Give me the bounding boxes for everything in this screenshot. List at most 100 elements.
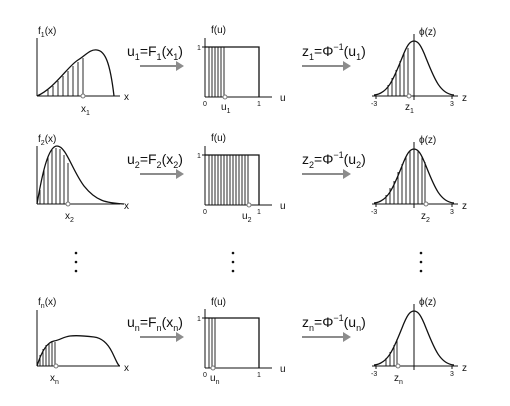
y-tick-label: 1 xyxy=(197,316,201,323)
sample-label: u2 xyxy=(242,211,252,224)
density-label: f(u) xyxy=(211,297,226,308)
inverse-cdf-equation: z1=Φ−1(u1) xyxy=(302,42,366,62)
row-1: f1(x) x x1 u1=F1(x1) xyxy=(36,25,467,117)
normal-panel-2: ϕ(z) z -3 3 z2 xyxy=(371,135,467,224)
row-n: fn(x) x xn un=Fn(xn) 1 f(u) u xyxy=(36,297,467,386)
density-panel-1: f1(x) x x1 xyxy=(36,26,129,117)
sample-marker xyxy=(406,93,412,99)
uniform-panel-2: 1 f(u) u 0 1 u2 xyxy=(197,133,286,224)
tick-label: 3 xyxy=(450,209,454,216)
tick-label: 3 xyxy=(450,371,454,378)
cdf-equation: un=Fn(xn) xyxy=(127,314,183,333)
inverse-cdf-equation: zn=Φ−1(un) xyxy=(302,313,366,333)
u-axis-label: u xyxy=(280,93,286,104)
sample-label: u1 xyxy=(221,102,231,115)
sample-label: z2 xyxy=(421,211,430,224)
ellipsis-column-3 xyxy=(419,251,423,273)
sample-marker xyxy=(210,365,216,371)
sample-marker xyxy=(80,93,86,99)
right-arrow-icon xyxy=(176,61,184,71)
density-curve xyxy=(36,334,121,367)
tick-label: 1 xyxy=(257,372,261,379)
ellipsis-dot xyxy=(231,251,235,255)
uniform-panel-1: 1 f(u) u 0 1 u1 xyxy=(197,25,286,115)
inverse-normal-transform-2: z2=Φ−1(u2) xyxy=(302,150,366,179)
uniform-density xyxy=(205,46,260,97)
uniform-density xyxy=(205,154,260,205)
inverse-normal-transform-n: zn=Φ−1(un) xyxy=(302,313,366,342)
sample-marker xyxy=(395,363,401,369)
y-tick-label: 1 xyxy=(197,153,201,160)
right-arrow-icon xyxy=(343,61,351,71)
row-2: f2(x) x x2 u2=F2(x2) xyxy=(36,133,467,224)
tick-label: 1 xyxy=(257,101,261,108)
x-axis-label: x xyxy=(124,201,129,212)
density-label: f1(x) xyxy=(38,26,56,39)
density-panel-n: fn(x) x xn xyxy=(36,297,129,386)
ellipsis-column-1 xyxy=(74,251,78,273)
normal-curve xyxy=(373,40,455,96)
z-axis-label: z xyxy=(462,93,467,104)
ellipsis-dot xyxy=(419,260,423,264)
right-arrow-icon xyxy=(176,169,184,179)
sample-label: z1 xyxy=(405,102,414,115)
density-label: ϕ(z) xyxy=(419,27,436,38)
ellipsis-dot xyxy=(74,260,78,264)
density-label: ϕ(z) xyxy=(419,135,436,146)
z-axis-label: z xyxy=(462,201,467,212)
cdf-transform-2: u2=F2(x2) xyxy=(127,151,184,179)
u-axis-label: u xyxy=(280,201,286,212)
normal-panel-1: ϕ(z) z -3 3 z1 xyxy=(371,27,467,115)
cdf-transform-n: un=Fn(xn) xyxy=(127,314,184,342)
sample-marker xyxy=(65,201,71,207)
density-label: fn(x) xyxy=(38,297,56,310)
tick-label: -3 xyxy=(371,209,377,216)
ellipsis-dot xyxy=(419,269,423,273)
sample-label: un xyxy=(210,373,220,386)
tick-label: 1 xyxy=(257,209,261,216)
inverse-cdf-equation: z2=Φ−1(u2) xyxy=(302,150,366,170)
y-tick-label: 1 xyxy=(197,45,201,52)
x-axis-label: x xyxy=(124,92,129,103)
cdf-equation: u1=F1(x1) xyxy=(127,43,183,62)
ellipsis-dot xyxy=(231,260,235,264)
normal-panel-n: ϕ(z) z -3 3 zn xyxy=(371,297,467,386)
density-panel-2: f2(x) x x2 xyxy=(36,134,129,224)
uniform-panel-n: 1 f(u) u 0 1 un xyxy=(197,297,286,386)
right-arrow-icon xyxy=(176,332,184,342)
sample-marker xyxy=(222,94,228,100)
ellipsis-dot xyxy=(419,251,423,255)
ellipsis-dot xyxy=(74,251,78,255)
inverse-normal-transform-1: z1=Φ−1(u1) xyxy=(302,42,366,71)
ellipsis-dot xyxy=(74,269,78,273)
tick-label: 3 xyxy=(450,101,454,108)
tick-label: 0 xyxy=(203,372,207,379)
right-arrow-icon xyxy=(343,332,351,342)
density-label: ϕ(z) xyxy=(419,297,436,308)
cdf-equation: u2=F2(x2) xyxy=(127,151,183,170)
sample-marker xyxy=(246,202,252,208)
sample-marker xyxy=(53,363,59,369)
normal-curve xyxy=(373,148,455,204)
density-curve xyxy=(36,49,115,97)
tick-label: 0 xyxy=(203,209,207,216)
density-label: f(u) xyxy=(211,25,226,36)
z-axis-label: z xyxy=(462,363,467,374)
density-label: f2(x) xyxy=(38,134,56,147)
ellipsis-dot xyxy=(231,269,235,273)
sample-marker xyxy=(423,201,429,207)
tick-label: -3 xyxy=(371,371,377,378)
tick-label: 0 xyxy=(203,101,207,108)
sample-label: x2 xyxy=(65,211,74,224)
sample-label: zn xyxy=(394,373,403,386)
sample-label: xn xyxy=(50,373,59,386)
x-axis-label: x xyxy=(124,363,129,374)
normal-curve xyxy=(373,310,455,366)
uniform-density xyxy=(205,317,260,368)
ellipsis-column-2 xyxy=(231,251,235,273)
right-arrow-icon xyxy=(343,169,351,179)
cdf-transform-1: u1=F1(x1) xyxy=(127,43,184,71)
u-axis-label: u xyxy=(280,364,286,375)
density-curve xyxy=(36,145,125,205)
